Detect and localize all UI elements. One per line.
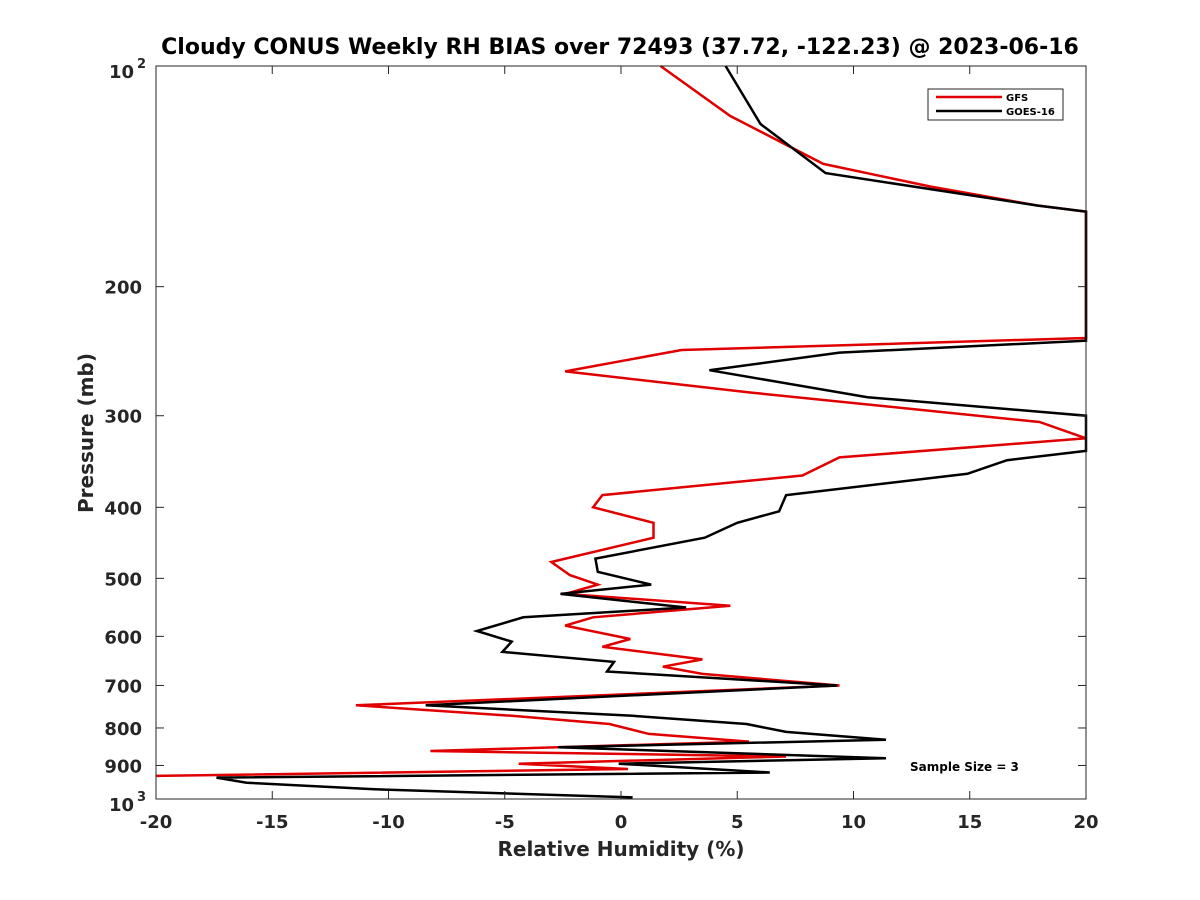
y-tick-label: 700: [104, 676, 142, 697]
x-tick-label: -5: [495, 812, 515, 833]
series-line-gfs: [155, 64, 1088, 778]
sample-size-annotation: Sample Size = 3: [910, 760, 1019, 774]
y-tick-exponent: 3: [137, 790, 146, 805]
x-tick-label: 10: [841, 812, 866, 833]
legend-label-gfs: GFS: [1006, 93, 1028, 104]
y-tick-label: 10: [109, 795, 134, 816]
y-tick-label: 600: [104, 627, 142, 648]
y-tick-label: 10: [109, 62, 134, 83]
series-line-goes16: [216, 65, 1088, 799]
x-tick-label: 15: [957, 812, 982, 833]
x-tick-label: 0: [615, 812, 628, 833]
x-tick-label: -10: [372, 812, 405, 833]
legend: GFS GOES-16: [927, 88, 1064, 121]
y-tick-label: 500: [104, 569, 142, 590]
y-tick-exponent: 2: [137, 57, 146, 72]
y-tick-label: 800: [104, 719, 142, 740]
x-axis: -20 -15 -10 -5 0 5 10 15 20: [140, 66, 1099, 833]
y-tick-label: 900: [104, 756, 142, 777]
y-tick-label: 300: [104, 407, 142, 428]
y-axis-label: Pressure (mb): [74, 353, 98, 513]
legend-label-goes16: GOES-16: [1006, 107, 1055, 118]
y-tick-label: 200: [104, 278, 142, 299]
x-tick-label: 5: [731, 812, 744, 833]
plot-frame: [155, 65, 1087, 800]
y-tick-label: 400: [104, 498, 142, 519]
legend-box: [927, 88, 1064, 121]
chart-title: Cloudy CONUS Weekly RH BIAS over 72493 (…: [161, 35, 1079, 60]
x-tick-label: -20: [140, 812, 173, 833]
plot-area: [155, 64, 1088, 799]
x-tick-label: 20: [1073, 812, 1098, 833]
x-axis-label: Relative Humidity (%): [497, 837, 744, 861]
x-tick-label: -15: [256, 812, 289, 833]
